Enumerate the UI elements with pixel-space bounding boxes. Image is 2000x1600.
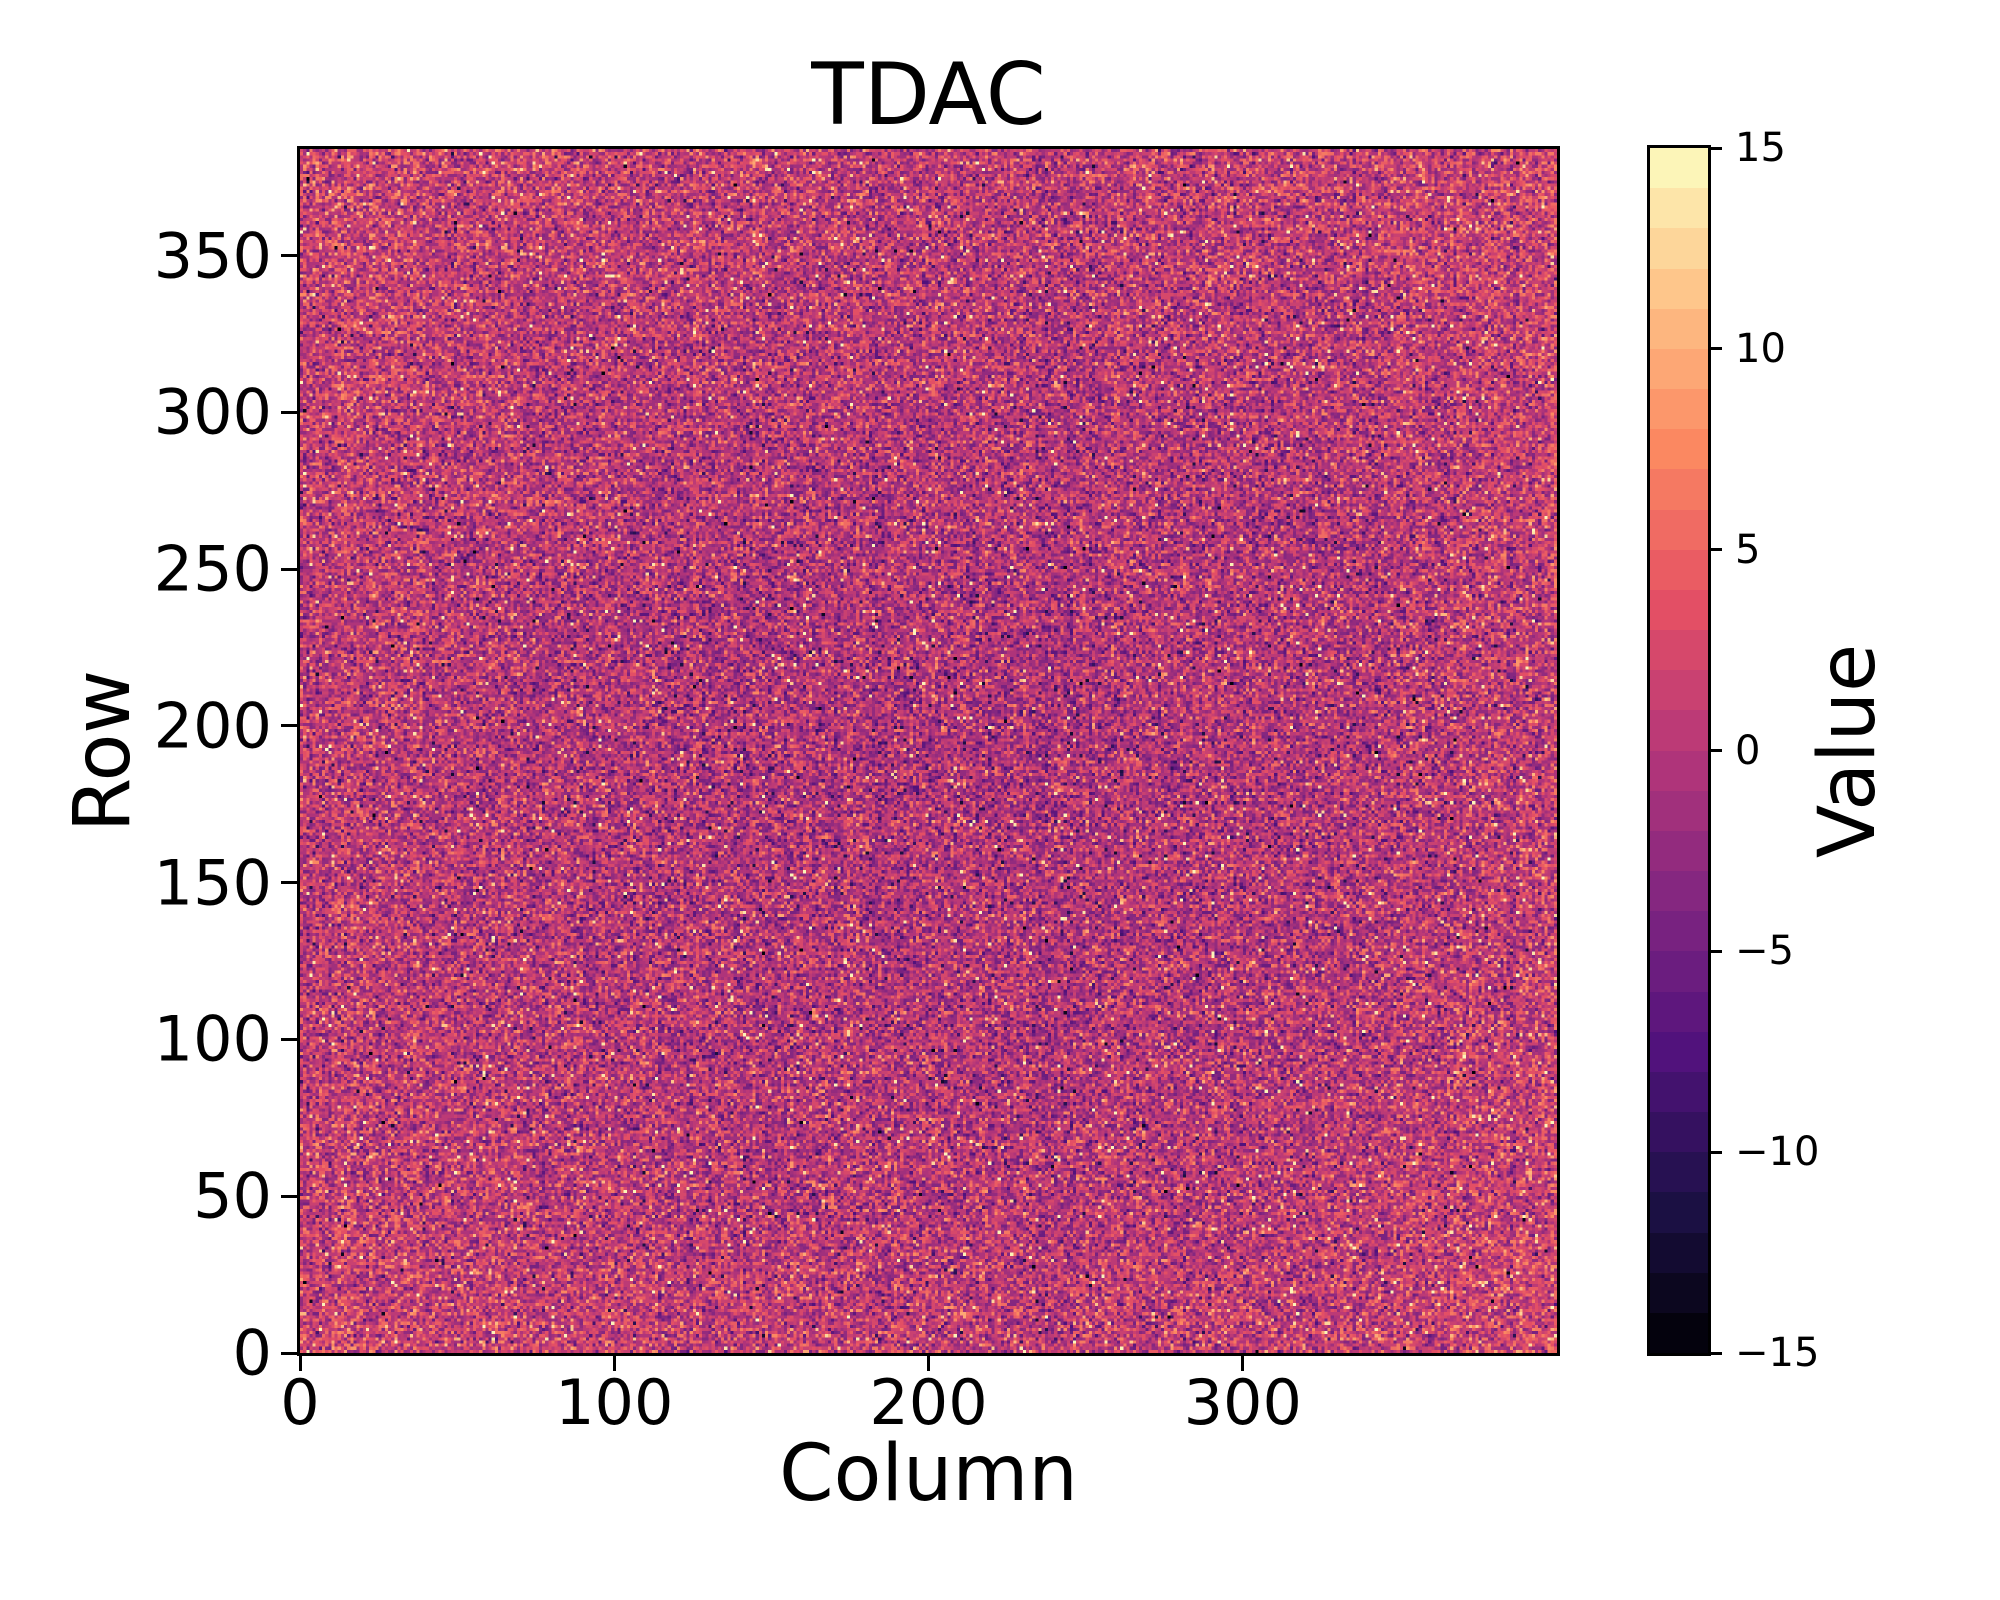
colorbar-tick-label: 15 <box>1735 125 1786 171</box>
y-tick-label: 0 <box>232 1316 272 1390</box>
colorbar-segment <box>1650 710 1708 751</box>
y-tick-label: 350 <box>153 218 272 292</box>
colorbar-segment <box>1650 750 1708 791</box>
colorbar-segment <box>1650 268 1708 309</box>
colorbar-segment <box>1650 1152 1708 1193</box>
colorbar-segment <box>1650 911 1708 952</box>
colorbar-segment <box>1650 389 1708 430</box>
colorbar-segment <box>1650 951 1708 992</box>
y-tick-mark <box>281 1194 297 1198</box>
x-tick-mark <box>298 1355 302 1371</box>
colorbar-tick-mark <box>1708 1351 1722 1355</box>
x-tick-label: 0 <box>280 1366 320 1439</box>
y-tick-label: 200 <box>153 689 272 763</box>
colorbar-tick-mark <box>1708 749 1722 752</box>
colorbar-segment <box>1650 589 1708 631</box>
colorbar-segment <box>1650 790 1708 831</box>
y-tick-mark <box>281 724 297 728</box>
colorbar-tick-mark <box>1708 1150 1722 1154</box>
colorbar-segment <box>1650 348 1708 390</box>
colorbar-tick-mark <box>1708 548 1722 552</box>
heatmap-image <box>300 149 1557 1353</box>
x-tick-mark <box>612 1355 616 1371</box>
colorbar-segment <box>1650 1031 1708 1072</box>
colorbar-tick-label: 10 <box>1735 325 1786 372</box>
colorbar-tick-label: −5 <box>1735 928 1794 975</box>
colorbar-tick-label: −10 <box>1735 1129 1820 1176</box>
colorbar-segment <box>1650 871 1708 912</box>
y-tick-label: 100 <box>153 1002 272 1076</box>
colorbar-segment <box>1650 308 1708 349</box>
y-tick-mark <box>281 410 297 414</box>
colorbar-tick-mark <box>1708 347 1722 351</box>
colorbar-tick-mark <box>1708 949 1722 953</box>
x-tick-mark <box>927 1355 930 1371</box>
colorbar-segment <box>1650 228 1708 269</box>
colorbar-tick-label: −15 <box>1735 1330 1820 1376</box>
y-tick-label: 250 <box>153 532 272 606</box>
chart-title: TDAC <box>811 45 1046 145</box>
y-tick-label: 50 <box>193 1159 272 1233</box>
y-tick-mark <box>281 567 297 571</box>
colorbar-segment <box>1650 670 1708 711</box>
x-tick-label: 200 <box>869 1366 988 1439</box>
colorbar-segment <box>1650 188 1708 229</box>
colorbar-segment <box>1650 1232 1708 1273</box>
y-tick-mark <box>281 881 297 885</box>
colorbar <box>1647 145 1711 1356</box>
x-tick-label: 300 <box>1183 1366 1302 1439</box>
colorbar-tick-mark <box>1708 146 1722 150</box>
x-axis-label: Column <box>779 1429 1078 1519</box>
x-tick-label: 100 <box>555 1366 674 1439</box>
colorbar-segment <box>1650 429 1708 470</box>
colorbar-segment <box>1650 509 1708 550</box>
y-tick-label: 300 <box>153 375 272 449</box>
colorbar-segment <box>1650 469 1708 510</box>
colorbar-segment <box>1650 830 1708 872</box>
colorbar-segment <box>1650 549 1708 590</box>
colorbar-segment <box>1650 148 1708 189</box>
colorbar-segment <box>1650 1272 1708 1313</box>
colorbar-segment <box>1650 1071 1708 1113</box>
colorbar-tick-label: 5 <box>1735 526 1761 573</box>
y-tick-mark <box>281 1037 297 1041</box>
y-tick-mark <box>281 254 297 258</box>
y-tick-label: 150 <box>153 846 272 920</box>
colorbar-segment <box>1650 1112 1708 1153</box>
colorbar-segment <box>1650 1192 1708 1233</box>
y-tick-mark <box>281 1351 297 1355</box>
x-tick-mark <box>1241 1355 1245 1371</box>
colorbar-segment <box>1650 630 1708 671</box>
colorbar-segment <box>1650 991 1708 1032</box>
colorbar-segment <box>1650 1312 1708 1354</box>
colorbar-tick-label: 0 <box>1735 727 1761 774</box>
